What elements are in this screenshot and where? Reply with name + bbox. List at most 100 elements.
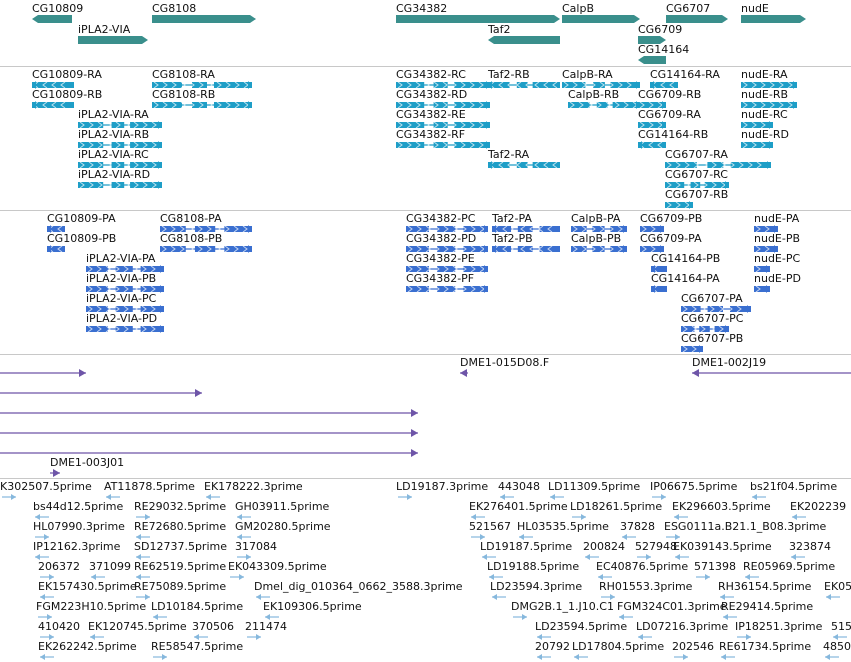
- est-glyph[interactable]: [574, 654, 588, 660]
- protein-glyph[interactable]: [86, 285, 164, 293]
- est-glyph[interactable]: [638, 634, 652, 640]
- protein-label[interactable]: CG14164-PB: [651, 252, 721, 265]
- protein-glyph[interactable]: [651, 265, 667, 273]
- protein-glyph[interactable]: [160, 225, 252, 233]
- est-label[interactable]: 521567: [469, 520, 511, 533]
- protein-label[interactable]: CG6707-PC: [681, 312, 744, 325]
- protein-label[interactable]: iPLA2-VIA-PC: [86, 292, 157, 305]
- est-label[interactable]: EK178222.3prime: [204, 480, 303, 493]
- est-label[interactable]: 527948: [635, 540, 677, 553]
- protein-glyph[interactable]: [640, 245, 664, 253]
- est-glyph[interactable]: [35, 534, 49, 540]
- gene-glyph[interactable]: [638, 36, 666, 44]
- gene-glyph[interactable]: [152, 15, 256, 23]
- est-label[interactable]: HL03535.5prime: [517, 520, 609, 533]
- transcript-glyph[interactable]: [32, 81, 74, 89]
- clone-glyph[interactable]: [0, 409, 418, 417]
- est-glyph[interactable]: [513, 614, 527, 620]
- protein-label[interactable]: nudE-PC: [754, 252, 801, 265]
- est-label[interactable]: 200824: [583, 540, 625, 553]
- est-label[interactable]: EK262242.5prime: [38, 640, 137, 653]
- protein-label[interactable]: Taf2-PA: [492, 212, 532, 225]
- est-glyph[interactable]: [40, 654, 54, 660]
- est-glyph[interactable]: [206, 494, 220, 500]
- est-label[interactable]: 443048: [498, 480, 540, 493]
- est-glyph[interactable]: [237, 554, 251, 560]
- est-glyph[interactable]: [696, 574, 710, 580]
- est-label[interactable]: RE29032.5prime: [134, 500, 227, 513]
- est-label[interactable]: DMG2B.1_1.J10.C1: [511, 600, 614, 613]
- est-glyph[interactable]: [519, 534, 533, 540]
- est-label[interactable]: EK157430.5prime: [38, 580, 137, 593]
- est-glyph[interactable]: [598, 574, 612, 580]
- protein-glyph[interactable]: [86, 305, 164, 313]
- est-label[interactable]: IP18251.3prime: [735, 620, 823, 633]
- protein-glyph[interactable]: [681, 345, 703, 353]
- gene-label[interactable]: CG6709: [638, 23, 683, 36]
- transcript-label[interactable]: CG6709-RB: [638, 88, 702, 101]
- est-glyph[interactable]: [537, 654, 551, 660]
- est-label[interactable]: EK296603.5prime: [672, 500, 771, 513]
- est-label[interactable]: GM20280.5prime: [235, 520, 331, 533]
- transcript-label[interactable]: nudE-RA: [741, 68, 788, 81]
- est-label[interactable]: 37828: [620, 520, 655, 533]
- transcript-glyph[interactable]: [32, 101, 74, 109]
- est-glyph[interactable]: [153, 654, 167, 660]
- protein-label[interactable]: CG34382-PD: [406, 232, 477, 245]
- transcript-glyph[interactable]: [78, 161, 162, 169]
- est-label[interactable]: EK202239: [790, 500, 847, 513]
- transcript-label[interactable]: CG10809-RB: [32, 88, 103, 101]
- est-label[interactable]: RE29414.5prime: [721, 600, 814, 613]
- protein-glyph[interactable]: [754, 225, 778, 233]
- clone-glyph[interactable]: [0, 369, 86, 377]
- est-label[interactable]: IP06675.5prime: [650, 480, 738, 493]
- est-glyph[interactable]: [237, 514, 251, 520]
- est-label[interactable]: RE72680.5prime: [134, 520, 227, 533]
- protein-glyph[interactable]: [571, 225, 627, 233]
- gene-label[interactable]: CG6707: [666, 2, 711, 15]
- est-label[interactable]: LD19187.3prime: [396, 480, 489, 493]
- gene-glyph[interactable]: [396, 15, 560, 23]
- transcript-glyph[interactable]: [152, 101, 252, 109]
- protein-label[interactable]: CalpB-PA: [571, 212, 621, 225]
- est-label[interactable]: EK039143.5prime: [673, 540, 772, 553]
- gene-label[interactable]: iPLA2-VIA: [78, 23, 131, 36]
- est-glyph[interactable]: [136, 594, 150, 600]
- est-glyph[interactable]: [826, 594, 840, 600]
- protein-label[interactable]: CG10809-PA: [47, 212, 116, 225]
- est-glyph[interactable]: [619, 614, 633, 620]
- protein-label[interactable]: nudE-PB: [754, 232, 801, 245]
- transcript-label[interactable]: Taf2-RB: [488, 68, 530, 81]
- est-label[interactable]: LD23594.5prime: [535, 620, 628, 633]
- est-glyph[interactable]: [737, 634, 751, 640]
- est-glyph[interactable]: [398, 494, 412, 500]
- est-label[interactable]: K302507.5prime: [0, 480, 92, 493]
- protein-label[interactable]: CG8108-PB: [160, 232, 223, 245]
- est-label[interactable]: GH03911.5prime: [235, 500, 330, 513]
- gene-label[interactable]: CG8108: [152, 2, 197, 15]
- est-label[interactable]: IP12162.3prime: [33, 540, 121, 553]
- est-label[interactable]: HL07990.3prime: [33, 520, 125, 533]
- transcript-label[interactable]: nudE-RD: [741, 128, 789, 141]
- est-label[interactable]: SD12737.5prime: [134, 540, 227, 553]
- transcript-glyph[interactable]: [78, 141, 162, 149]
- protein-glyph[interactable]: [406, 225, 488, 233]
- transcript-label[interactable]: CG8108-RA: [152, 68, 215, 81]
- est-label[interactable]: LD11309.5prime: [548, 480, 641, 493]
- est-glyph[interactable]: [482, 554, 496, 560]
- est-label[interactable]: ESG0111a.B21.1_B08.3prime: [664, 520, 827, 533]
- est-glyph[interactable]: [35, 554, 49, 560]
- est-glyph[interactable]: [622, 534, 636, 540]
- transcript-glyph[interactable]: [638, 101, 666, 109]
- transcript-glyph[interactable]: [396, 141, 490, 149]
- est-glyph[interactable]: [492, 594, 506, 600]
- transcript-label[interactable]: iPLA2-VIA-RD: [78, 168, 151, 181]
- est-label[interactable]: Dmel_dig_010364_0662_3588.3prime: [254, 580, 463, 593]
- est-glyph[interactable]: [674, 654, 688, 660]
- est-glyph[interactable]: [720, 594, 734, 600]
- transcript-glyph[interactable]: [396, 81, 490, 89]
- clone-label[interactable]: DME1-002J19: [692, 356, 767, 369]
- transcript-glyph[interactable]: [741, 81, 797, 89]
- est-glyph[interactable]: [230, 574, 244, 580]
- est-glyph[interactable]: [2, 494, 16, 500]
